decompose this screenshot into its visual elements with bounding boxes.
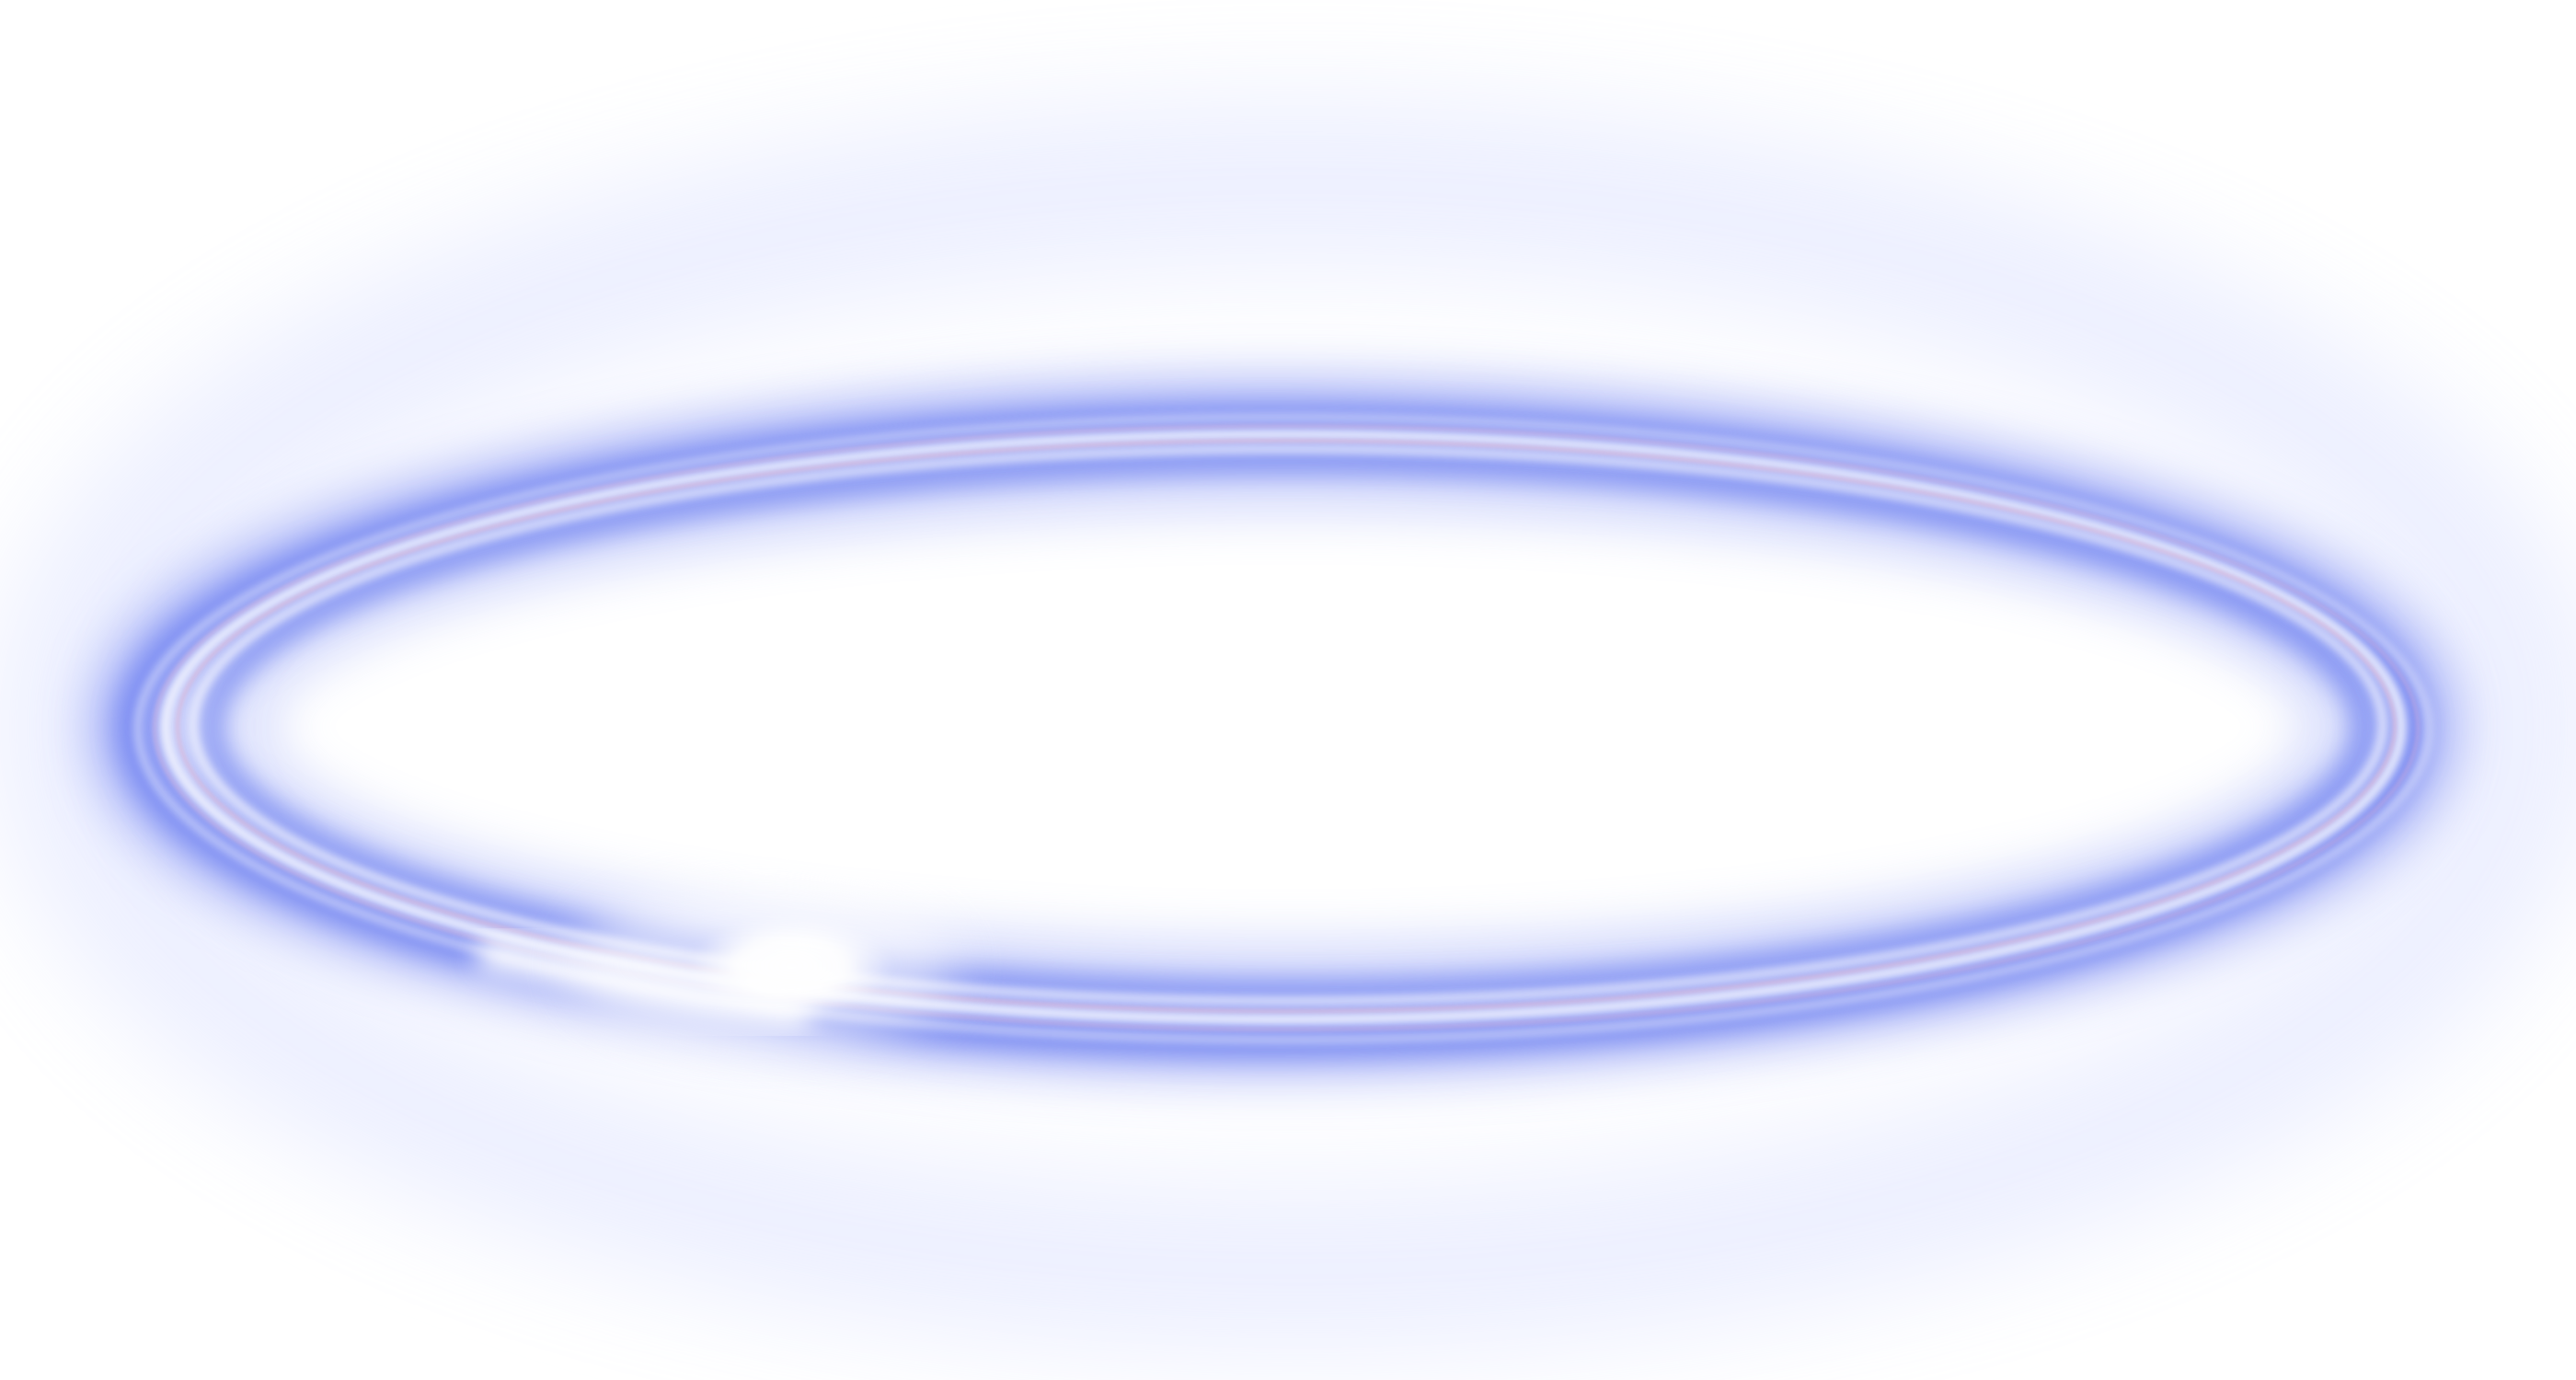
outer-haze (0, 101, 2576, 1352)
ring-highlight-3 (135, 415, 2432, 1042)
ring-pink-line-2 (153, 424, 2420, 1031)
ring-pink-line-1 (176, 439, 2397, 1013)
ring-highlight-2 (190, 445, 2386, 1005)
ring-inner-blue (198, 446, 2378, 1007)
flare-bloom (570, 881, 957, 1047)
ring-inner-halo (230, 474, 2346, 980)
ring-highlight-1 (161, 430, 2406, 1024)
